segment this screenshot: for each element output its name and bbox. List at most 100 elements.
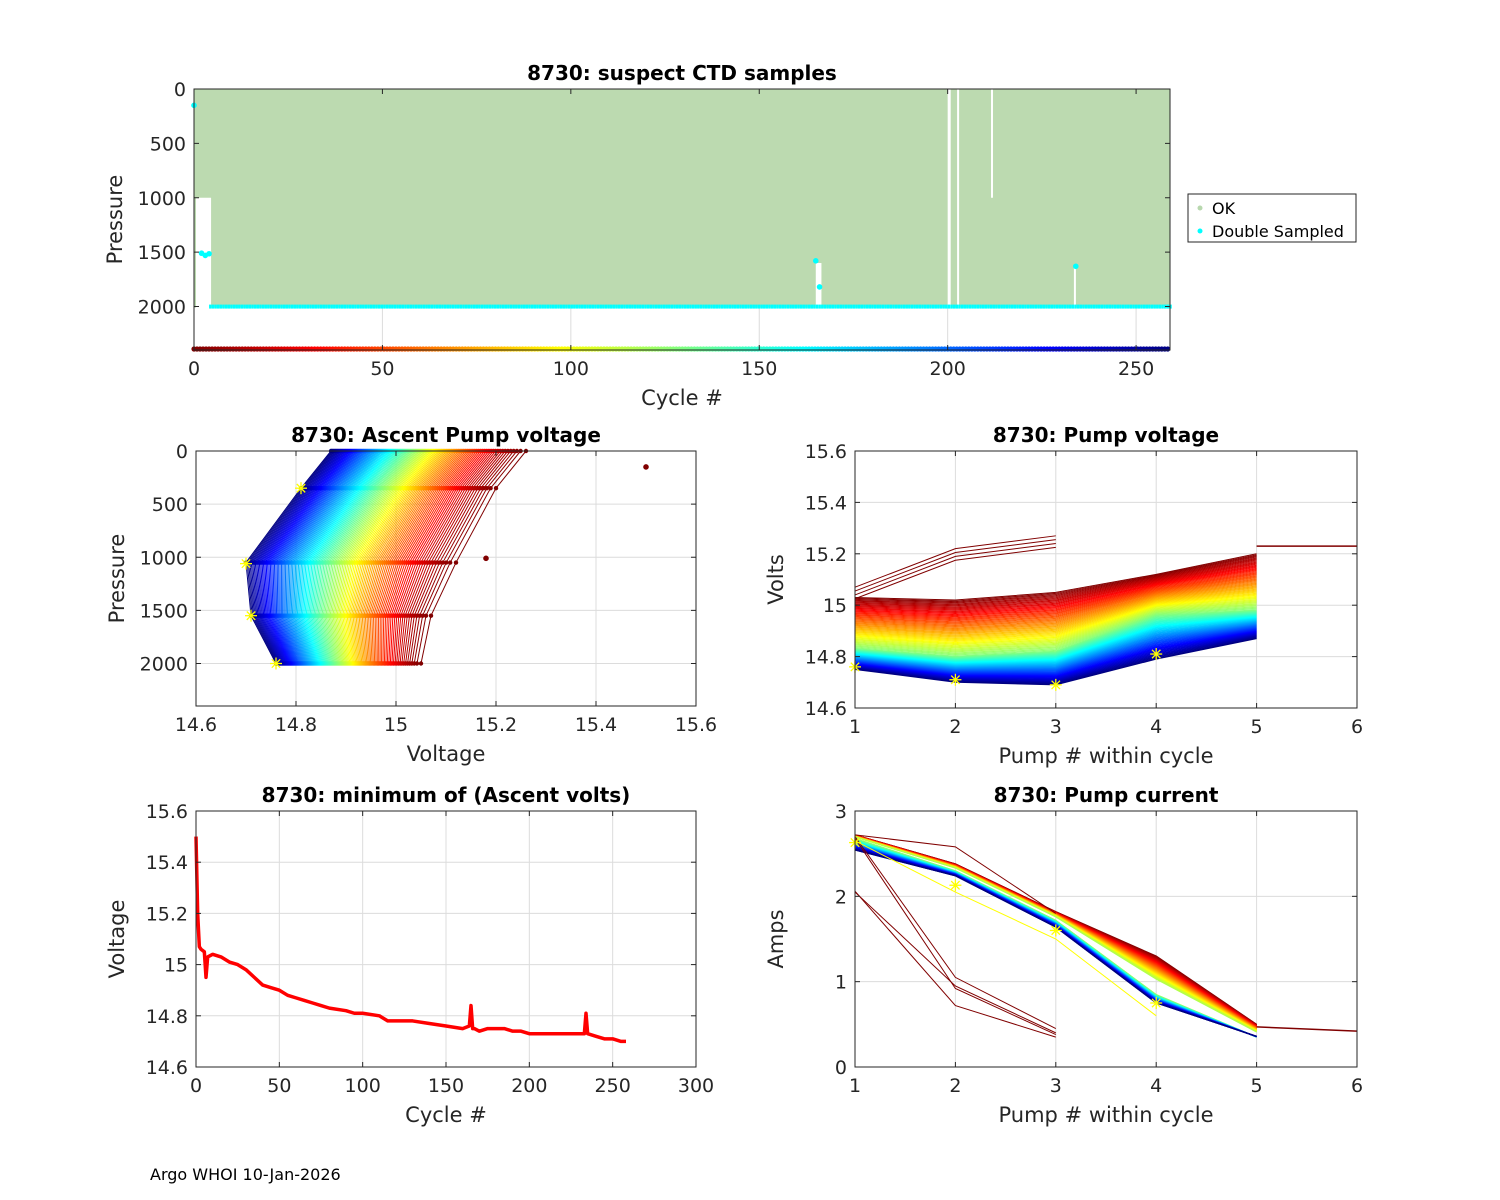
cycle-profile-point	[484, 485, 490, 491]
cycle-line	[854, 595, 1257, 644]
double-sampled-point	[451, 304, 455, 309]
data-gap	[991, 89, 994, 198]
cycle-line	[854, 593, 1257, 642]
double-sampled-point	[615, 304, 618, 309]
data-gap	[1073, 268, 1076, 308]
double-sampled-point	[1087, 304, 1090, 309]
min-voltage-series	[194, 836, 626, 1044]
double-sampled-point	[599, 304, 602, 309]
double-sampled-point	[931, 304, 935, 309]
y-axis-label: Pressure	[103, 175, 127, 265]
double-sampled-point	[1047, 304, 1051, 309]
x-tick-label: 15.2	[475, 714, 517, 736]
double-sampled-point	[794, 304, 798, 309]
cycle-line	[854, 577, 1257, 625]
x-tick-label: 2	[949, 716, 961, 738]
double-sampled-point	[227, 304, 231, 309]
double-sampled-point	[507, 304, 510, 309]
double-sampled-point	[504, 304, 508, 309]
double-sampled-point	[765, 304, 769, 309]
double-sampled-point	[583, 304, 587, 309]
double-sampled-point	[720, 304, 724, 309]
double-sampled-point	[628, 304, 631, 309]
double-sampled-point	[369, 304, 373, 309]
ok-samples-area	[194, 89, 1170, 308]
cycle-line	[854, 554, 1257, 602]
double-sampled-point	[892, 304, 895, 309]
x-tick-label: 150	[428, 1075, 464, 1097]
y-tick-label: 15.4	[146, 852, 188, 874]
double-sampled-point	[623, 304, 626, 309]
double-sampled-point	[253, 304, 257, 309]
double-sampled-point	[923, 304, 927, 309]
double-sampled-point	[325, 304, 328, 309]
double-sampled-point	[929, 304, 932, 309]
double-sampled-point	[731, 304, 734, 309]
cycle-profile-point	[493, 485, 499, 491]
plot-area	[194, 810, 697, 1068]
double-sampled-point	[1055, 304, 1059, 309]
plot-area	[191, 88, 1172, 352]
x-axis-label: Cycle #	[641, 386, 723, 410]
double-sampled-point	[333, 304, 336, 309]
y-tick-label: 14.6	[146, 1057, 188, 1079]
double-sampled-point	[256, 304, 260, 309]
x-tick-label: 14.8	[275, 714, 317, 736]
axes-frame: 0 50 100 150 200 250 0 500 1000 1500 2000 8730: sus…	[103, 61, 1171, 410]
double-sampled-point	[1010, 304, 1014, 309]
cycle-line	[854, 582, 1257, 630]
double-sampled-point	[879, 304, 882, 309]
early-cycle-line	[854, 539, 1056, 592]
double-sampled-point	[393, 304, 397, 309]
double-sampled-point	[934, 304, 937, 309]
double-sampled-point	[654, 304, 658, 309]
double-sampled-point	[945, 304, 948, 309]
double-sampled-point	[886, 304, 890, 309]
cycle-line	[854, 836, 1257, 1033]
double-sampled-point	[781, 304, 784, 309]
double-sampled-point	[238, 304, 241, 309]
cycle-line	[854, 596, 1257, 645]
x-tick-label: 0	[190, 1075, 202, 1097]
double-sampled-point	[710, 304, 713, 309]
double-sampled-point	[610, 304, 613, 309]
double-sampled-point	[734, 304, 737, 309]
double-sampled-point	[478, 304, 481, 309]
double-sampled-point	[675, 304, 679, 309]
double-sampled-point	[789, 304, 792, 309]
double-sampled-point	[686, 304, 690, 309]
early-cycle-line	[854, 891, 1057, 1034]
double-sampled-point	[646, 304, 650, 309]
y-axis-label: Volts	[764, 554, 788, 605]
early-cycle-line	[854, 543, 1056, 596]
double-sampled-point	[251, 304, 254, 309]
double-sampled-point	[836, 304, 840, 309]
double-sampled-point	[573, 304, 576, 309]
y-tick-label: 3	[835, 801, 847, 823]
double-sampled-point	[987, 304, 990, 309]
double-sampled-point	[995, 304, 998, 309]
double-sampled-point	[1153, 304, 1156, 309]
y-tick-label: 14.8	[146, 1006, 188, 1028]
outlier-point	[643, 464, 649, 470]
double-sampled-point	[847, 304, 850, 309]
double-sampled-point	[955, 304, 959, 309]
double-sampled-point	[549, 304, 552, 309]
highlight-star	[241, 558, 251, 569]
extended-cycle-line	[1256, 1026, 1358, 1032]
double-sampled-point	[520, 304, 523, 309]
double-sampled-point	[786, 304, 790, 309]
double-sampled-point	[815, 304, 819, 309]
x-tick-label: 250	[595, 1075, 631, 1097]
double-sampled-point	[681, 304, 684, 309]
double-sampled-point	[670, 304, 674, 309]
double-sampled-point	[884, 304, 887, 309]
double-sampled-point	[1018, 304, 1022, 309]
cycle-line	[854, 571, 1257, 620]
double-sampled-point	[660, 304, 663, 309]
double-sampled-point	[1026, 304, 1030, 309]
double-sampled-point	[668, 304, 671, 309]
axes-box	[195, 450, 697, 707]
double-sampled-point	[457, 304, 460, 309]
double-sampled-point	[209, 304, 212, 309]
